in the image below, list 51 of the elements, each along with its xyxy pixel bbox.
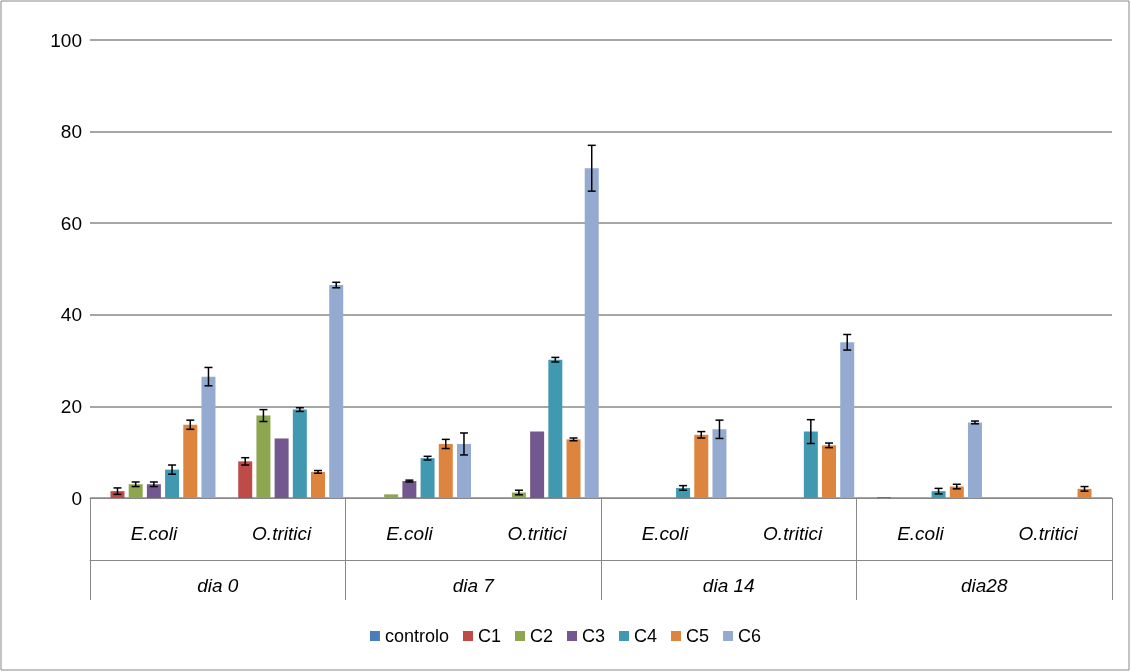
bar: [566, 439, 581, 498]
bar: [402, 481, 417, 498]
bar: [967, 422, 982, 498]
x-tick-label: E.coli: [641, 523, 689, 544]
y-tick-label: 60: [60, 212, 82, 234]
text: dia 0: [197, 575, 239, 596]
bar: [274, 438, 289, 498]
bar: [183, 424, 198, 498]
bar: [530, 431, 545, 498]
bar: [548, 359, 563, 498]
y-tick-label: 0: [71, 487, 82, 509]
bar: [256, 415, 271, 498]
bar: [456, 443, 471, 498]
bar: [329, 285, 344, 498]
x-tick-label: E.coli: [386, 523, 434, 544]
bar: [438, 443, 453, 498]
text: dia 14: [702, 575, 755, 596]
y-tick-label: 20: [60, 395, 82, 417]
text: dia28: [961, 575, 1008, 596]
legend-label: C2: [530, 626, 554, 646]
x-tick-label: O.tritici: [763, 523, 823, 544]
bar: [803, 431, 818, 498]
bar: [694, 434, 709, 498]
bar: [238, 461, 253, 498]
x-tick-label: E.coli: [897, 523, 945, 544]
bar: [420, 458, 435, 498]
bar: [292, 409, 307, 498]
bar: [311, 471, 326, 498]
y-tick-label: 80: [60, 121, 82, 143]
text: dia 7: [452, 575, 496, 596]
bar: [384, 494, 399, 498]
legend-label: C1: [477, 626, 501, 646]
bar: [128, 484, 143, 498]
x-tick-label: E.coli: [130, 523, 178, 544]
legend-label: controlo: [384, 626, 449, 646]
y-tick-label: 100: [50, 29, 82, 51]
bar: [840, 342, 855, 498]
x-tick-label: O.tritici: [1018, 523, 1079, 544]
bar: [584, 168, 599, 498]
bar: [822, 445, 837, 498]
legend-label: C5: [686, 626, 710, 646]
x-tick-label: O.tritici: [252, 523, 312, 544]
bar: [201, 376, 216, 498]
y-tick-label: 40: [60, 304, 82, 326]
x-tick-label: O.tritici: [507, 523, 568, 544]
bar: [712, 429, 727, 498]
legend-label: C3: [582, 626, 606, 646]
legend-label: C4: [634, 626, 658, 646]
legend-label: C6: [738, 626, 762, 646]
bar: [146, 484, 161, 498]
bar: [165, 469, 180, 498]
